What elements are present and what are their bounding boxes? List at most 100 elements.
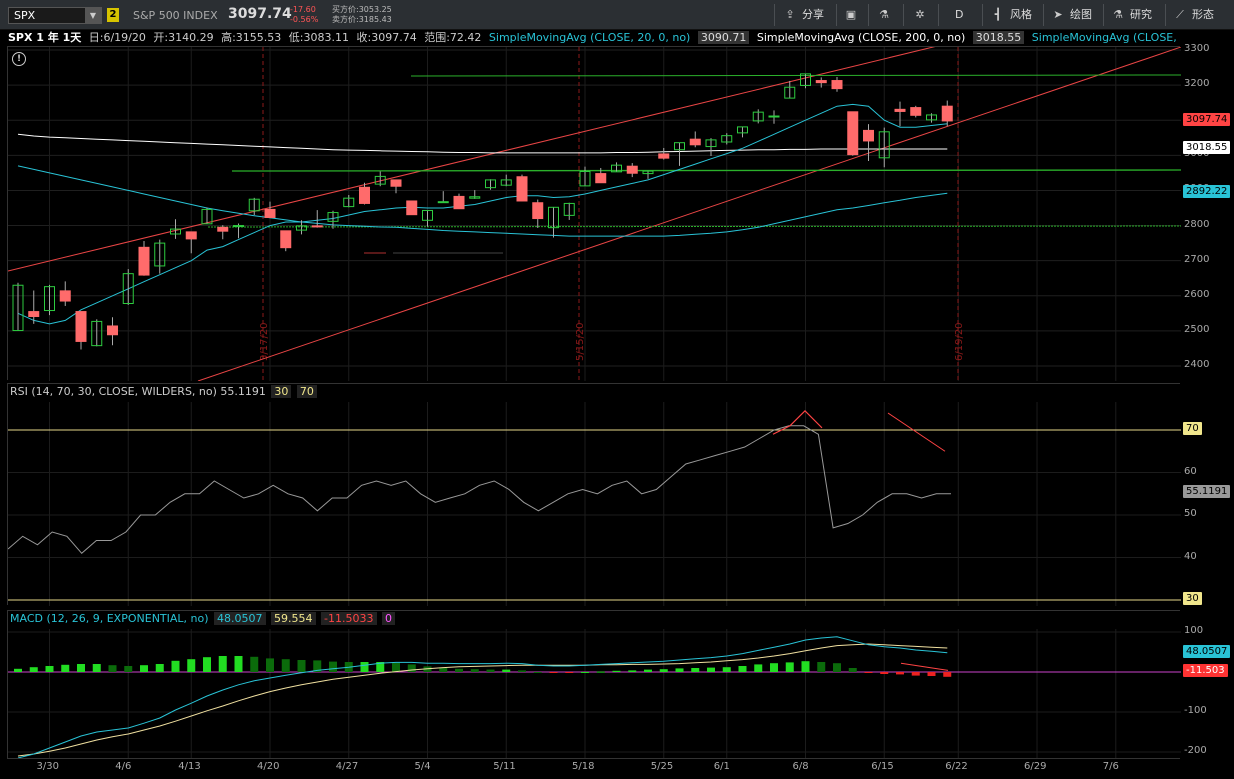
price-tick-label: 3200	[1184, 78, 1210, 90]
macd-histogram-bar	[329, 661, 337, 672]
candle-body	[689, 138, 701, 146]
time-tick-label: 6/29	[1024, 761, 1047, 772]
candle-body	[343, 197, 355, 208]
share-button[interactable]: ⇪ 分享	[782, 6, 824, 24]
macd-axis[interactable]: 100 -100 -200 48.0507 -11.503	[1180, 610, 1234, 758]
macd-histogram-bar	[801, 661, 810, 672]
macd-label[interactable]: MACD (12, 26, 9, EXPONENTIAL, no)	[10, 612, 209, 625]
chevron-down-icon[interactable]: ▼	[85, 8, 101, 23]
symbol-selector[interactable]: SPX ▼	[8, 7, 102, 24]
macd-histogram-bar	[518, 670, 526, 672]
macd-v4: 0	[382, 612, 395, 625]
time-tick-label: 5/25	[650, 761, 674, 772]
candle-body	[910, 107, 922, 116]
candle-body	[280, 230, 292, 249]
candle-body	[359, 186, 370, 204]
candle-body	[815, 80, 827, 84]
bid-price: 买方价:3053.25	[332, 5, 392, 14]
macd-histogram-bar	[943, 672, 952, 677]
rsi-panel[interactable]: RSI (14, 70, 30, CLOSE, WILDERS, no) 55.…	[7, 383, 1181, 606]
last-price-tag: 3097.74	[1183, 113, 1231, 127]
macd-histogram-bar	[533, 672, 542, 673]
macd-v3: -11.5033	[321, 612, 377, 625]
gear-icon: ✲	[915, 8, 925, 21]
macd-histogram-bar	[29, 667, 38, 672]
macd-v1: 48.0507	[214, 612, 266, 625]
macd-histogram-bar	[266, 658, 274, 672]
macd-histogram-bar	[817, 662, 826, 672]
rsi-chart[interactable]	[7, 384, 1181, 606]
share-label: 分享	[802, 8, 824, 21]
pattern-label: 形态	[1192, 8, 1214, 21]
pattern-icon: ⟋	[1176, 8, 1184, 21]
candle-body	[374, 175, 386, 185]
alert-button[interactable]: ▣	[843, 6, 863, 24]
settings-button[interactable]: ✲	[912, 6, 932, 24]
price-panel[interactable]: 3/17/20 5/15/20 6/19/20 !	[7, 0, 1182, 382]
style-button[interactable]: ┫ 风格	[990, 6, 1032, 24]
alert-icon: ▣	[845, 8, 857, 21]
study-button[interactable]: ⚗ 研究	[1110, 6, 1152, 24]
rsi-peak-highlight	[772, 410, 823, 435]
candle-body	[516, 176, 528, 202]
resistance-line	[410, 74, 1182, 77]
macd-histogram-bar	[911, 672, 920, 676]
candle-body	[217, 226, 229, 232]
pattern-button[interactable]: ⟋ 形态	[1172, 6, 1214, 24]
macd-histogram-bar	[124, 666, 133, 672]
candle-body	[453, 195, 465, 210]
candle-body	[941, 105, 953, 122]
event-label: 5/15/20	[575, 322, 586, 361]
open-field: 开:3140.29	[153, 31, 214, 44]
sma60-label[interactable]: SimpleMovingAvg (CLOSE, 60, 0, no)	[1031, 31, 1178, 44]
candle-body	[311, 225, 323, 228]
rsi-label[interactable]: RSI (14, 70, 30, CLOSE, WILDERS, no)	[10, 385, 217, 398]
sma20-line	[17, 103, 948, 325]
lab-button[interactable]: ⚗	[876, 6, 896, 24]
candle-body	[784, 86, 796, 99]
timeframe-button[interactable]: D	[955, 8, 964, 21]
support-line-upper	[231, 169, 1182, 172]
time-tick-label: 4/27	[335, 761, 359, 772]
candle-body	[185, 231, 197, 240]
symbol-period[interactable]: SPX 1 年 1天	[8, 31, 82, 44]
macd-histogram-bar	[896, 672, 904, 675]
time-tick-label: 4/13	[178, 761, 201, 772]
candle-body	[28, 311, 40, 317]
sma200-label[interactable]: SimpleMovingAvg (CLOSE, 200, 0, no)	[756, 31, 966, 44]
low-field: 低:3083.11	[288, 31, 349, 44]
time-tick-label: 4/6	[115, 761, 132, 772]
sma20-label[interactable]: SimpleMovingAvg (CLOSE, 20, 0, no)	[488, 31, 691, 44]
close-field: 收:3097.74	[356, 31, 417, 44]
high-field: 高:3155.53	[221, 31, 282, 44]
macd-histogram-bar	[880, 672, 889, 674]
candle-body	[611, 164, 622, 173]
event-label: 3/17/20	[259, 322, 270, 361]
price-chart[interactable]: 3/17/20 5/15/20 6/19/20	[7, 0, 1182, 382]
time-tick-label: 6/15	[871, 761, 894, 772]
rsi-tick-label: 60	[1184, 465, 1197, 477]
draw-button[interactable]: ➤ 绘图	[1050, 6, 1092, 24]
macd-diff-tag: -11.503	[1183, 664, 1228, 677]
time-tick-label: 4/20	[257, 761, 280, 772]
macd-histogram-bar	[659, 669, 668, 672]
index-name: S&P 500 INDEX	[133, 9, 218, 22]
candle-body	[800, 73, 811, 86]
candle-body	[721, 135, 733, 143]
candle-body	[658, 153, 670, 159]
macd-histogram-bar	[171, 660, 180, 672]
study-label: 研究	[1130, 8, 1152, 21]
alert-info-icon[interactable]: !	[12, 52, 26, 66]
macd-tick-label: -200	[1184, 745, 1207, 756]
macd-panel[interactable]: MACD (12, 26, 9, EXPONENTIAL, no) 48.050…	[7, 610, 1181, 759]
macd-chart[interactable]	[8, 611, 1181, 759]
price-axis[interactable]: 3300320031003000290028002700260025002400…	[1180, 43, 1234, 380]
time-axis[interactable]: 3/30 4/6 4/13 4/20 4/27 5/4 5/11 5/18 5/25 6/1 6/8…	[7, 758, 1180, 779]
rsi-axis[interactable]: 60 50 40 70 55.1191 30	[1180, 383, 1234, 605]
rsi-30-tag: 30	[1183, 592, 1202, 605]
rsi-tick-label: 40	[1184, 550, 1197, 562]
price-tick-label: 2400	[1184, 359, 1210, 370]
macd-tick-label: 100	[1184, 625, 1204, 636]
macd-histogram-bar	[455, 668, 463, 672]
link-group-badge[interactable]: 2	[107, 8, 119, 22]
